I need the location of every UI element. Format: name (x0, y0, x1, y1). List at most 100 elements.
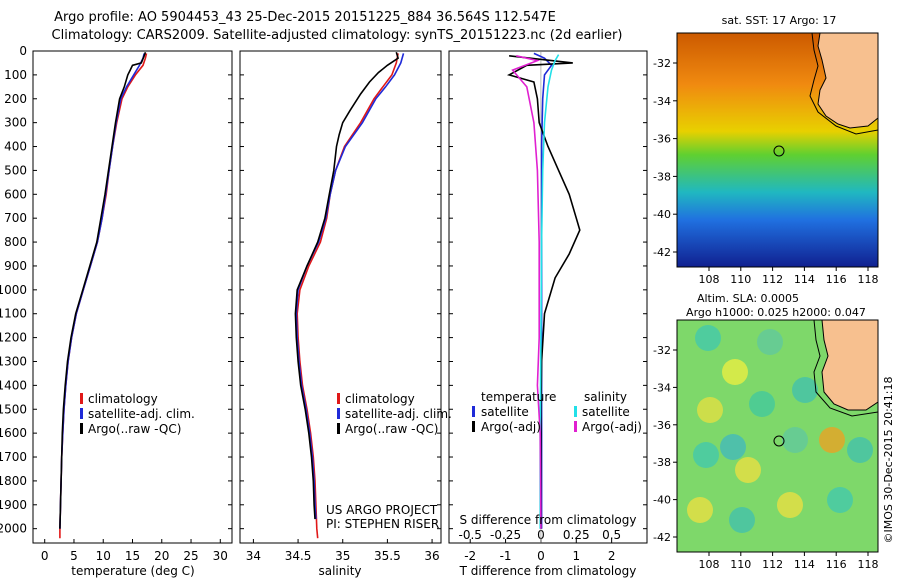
sst-map-axes: -32 -34 -36 -38 -40 -42 108 110 112 114 116 118 (653, 57, 878, 286)
depth-tick-label: 2000 (0, 522, 27, 536)
sla-anomaly (722, 359, 748, 385)
x-tick-label: 36 (424, 549, 439, 563)
depth-tick-label: 1200 (0, 331, 27, 345)
legend-label-t-satellite: satellite (481, 405, 529, 419)
lon-tick-label: 116 (826, 273, 847, 286)
lat-tick-label: -40 (653, 208, 671, 221)
difference-legend: temperature salinity satellite Argo(-adj… (472, 390, 642, 434)
depth-tick-label: 1500 (0, 402, 27, 416)
x-tick-label: 20 (154, 549, 169, 563)
depth-tick-label: 0 (19, 44, 27, 58)
s-diff-tick-label: 0.25 (563, 528, 590, 542)
lat-tick-label: -38 (653, 456, 671, 469)
legend-title-temperature: temperature (481, 390, 556, 404)
x-tick-label: 30 (213, 549, 228, 563)
sla-anomaly (697, 397, 723, 423)
legend-label-argo: Argo(..raw -QC) (345, 422, 438, 436)
depth-tick-label: 1400 (0, 378, 27, 392)
sla-map-title-1: Altim. SLA: 0.0005 (697, 292, 799, 305)
lon-tick-label: 110 (730, 273, 751, 286)
legend-swatch-climatology (80, 393, 83, 404)
sla-anomaly (757, 329, 783, 355)
depth-tick-label: 1300 (0, 354, 27, 368)
legend-label-s-satellite: satellite (582, 405, 630, 419)
lon-tick-label: 112 (762, 273, 783, 286)
sla-anomaly (729, 507, 755, 533)
depth-tick-label: 1100 (0, 307, 27, 321)
header-subtitle: Climatology: CARS2009. Satellite-adjuste… (52, 28, 623, 43)
series-line-climatology (296, 53, 399, 539)
sla-map-title-2: Argo h1000: 0.025 h2000: 0.047 (686, 306, 866, 319)
lon-tick-label: 108 (699, 558, 720, 571)
lon-tick-label: 118 (858, 273, 879, 286)
sst-map-title: sat. SST: 17 Argo: 17 (722, 14, 837, 27)
lat-tick-label: -34 (653, 381, 671, 394)
x-tick-label: -1 (500, 549, 512, 563)
temperature-x-label: temperature (deg C) (71, 564, 194, 578)
s-diff-tick-label: 0.5 (602, 528, 621, 542)
depth-tick-label: 1600 (0, 426, 27, 440)
sla-map (677, 320, 878, 552)
x-tick-label: 35 (335, 549, 350, 563)
legend-swatch-satellite (80, 408, 83, 419)
lon-tick-label: 118 (858, 558, 879, 571)
legend-label-satellite: satellite-adj. clim. (345, 407, 452, 421)
lat-tick-label: -34 (653, 95, 671, 108)
s-diff-tick-label: -0.25 (490, 528, 521, 542)
sla-coast-contour (813, 320, 878, 417)
sst-coast-contour (809, 33, 878, 135)
legend-swatch-satellite (337, 408, 340, 419)
sla-map-frame (676, 319, 879, 553)
lat-tick-label: -40 (653, 494, 671, 507)
sla-anomaly (695, 325, 721, 351)
lat-tick-label: -36 (653, 133, 671, 146)
series-line-t-satellite (533, 52, 553, 529)
credit-project: US ARGO PROJECT (326, 503, 438, 517)
legend-label-satellite: satellite-adj. clim. (88, 407, 195, 421)
x-tick-label: 15 (125, 549, 140, 563)
difference-x-label: T difference from climatology (459, 564, 637, 578)
series-line-argo-raw-qc- (59, 51, 147, 529)
x-tick-label: 2 (608, 549, 616, 563)
depth-axis: 0 100 200 300 400 500 600 700 800 900 1000 1100 1200… (0, 44, 27, 536)
x-tick-label: 35.5 (374, 549, 401, 563)
salinity-plot: 34 34.5 35 35.5 36 (240, 50, 441, 563)
temperature-plot: 0 5 10 15 20 25 30 (33, 50, 232, 563)
lon-tick-label: 116 (826, 558, 847, 571)
sla-anomaly (777, 492, 803, 518)
depth-tick-label: 900 (4, 259, 27, 273)
sla-anomaly (782, 427, 808, 453)
sla-anomaly (687, 497, 713, 523)
lat-tick-label: -42 (653, 246, 671, 259)
x-tick-label: 5 (70, 549, 78, 563)
lon-tick-label: 114 (794, 558, 815, 571)
salinity-panel-frame (239, 50, 442, 544)
series-line-s-satellite (539, 54, 560, 529)
difference-plot: -2 -1 0 1 2-0.5 -0.25 0 0.25 0.5 (449, 50, 647, 563)
depth-tick-label: 1800 (0, 474, 27, 488)
depth-tick-label: 1900 (0, 498, 27, 512)
imos-watermark: ©IMOS 30-Dec-2015 20:41:18 (882, 377, 895, 544)
lat-tick-label: -32 (653, 344, 671, 357)
temperature-panel-frame (32, 50, 233, 544)
difference-panel-frame (448, 50, 648, 544)
argo-float-marker (773, 435, 785, 447)
depth-tick-label: 800 (4, 235, 27, 249)
lat-tick-label: -32 (653, 57, 671, 70)
salinity-legend: climatology satellite-adj. clim. Argo(..… (337, 392, 452, 436)
x-tick-label: 1 (572, 549, 580, 563)
legend-swatch-argo (337, 423, 340, 434)
depth-tick-label: 600 (4, 187, 27, 201)
sla-anomaly (827, 487, 853, 513)
sst-map-frame (676, 32, 879, 268)
legend-label-climatology: climatology (345, 392, 415, 406)
sla-anomaly (693, 442, 719, 468)
x-tick-label: 25 (183, 549, 198, 563)
legend-label-t-argo: Argo(-adj) (481, 420, 541, 434)
s-diff-tick-label: -0.5 (459, 528, 482, 542)
series-line-climatology (59, 53, 148, 539)
sla-anomaly (720, 434, 746, 460)
depth-tick-label: 100 (4, 68, 27, 82)
depth-tick-label: 300 (4, 116, 27, 130)
